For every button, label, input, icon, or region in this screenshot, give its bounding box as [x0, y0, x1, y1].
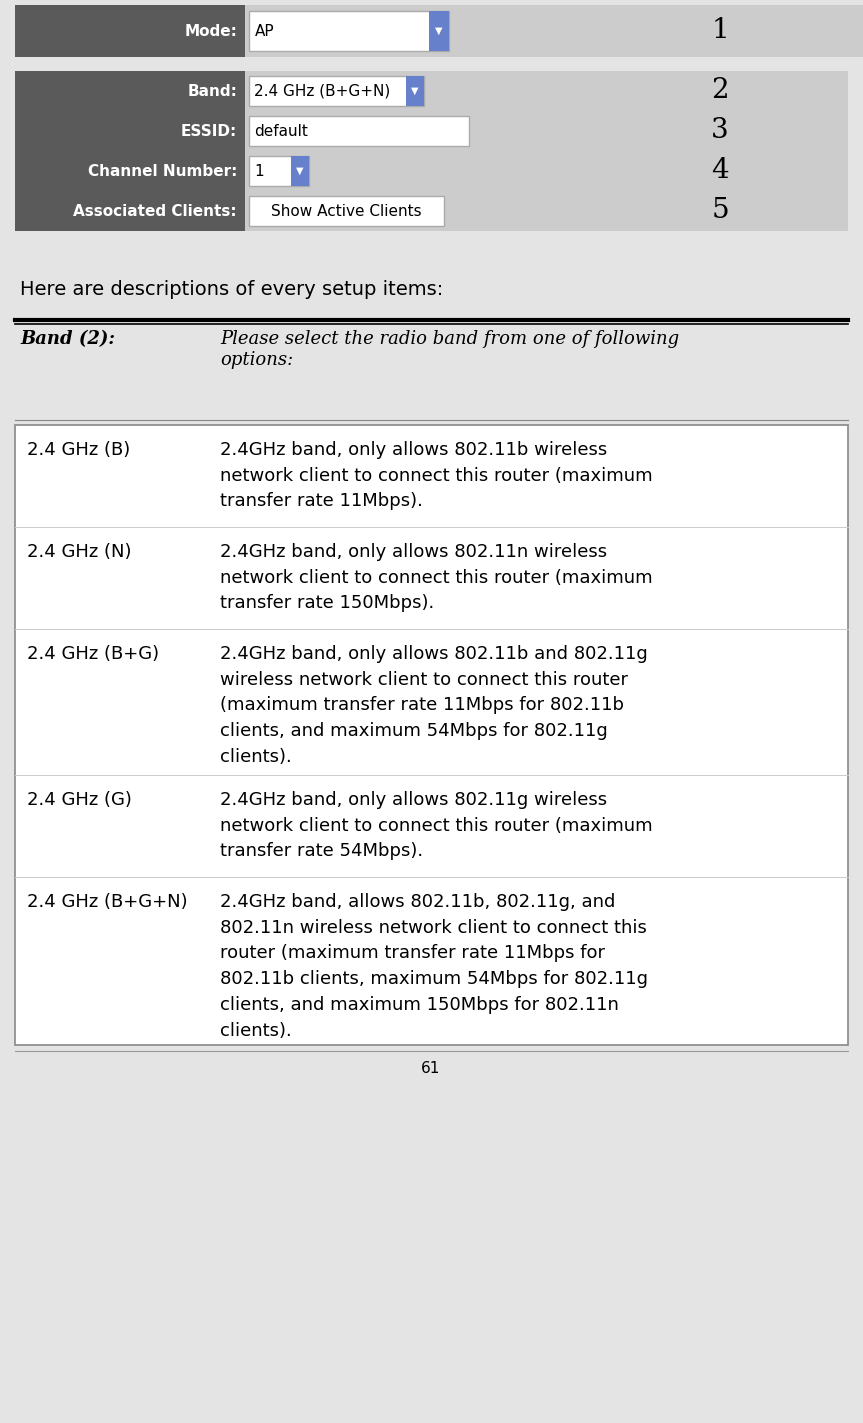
Text: Here are descriptions of every setup items:: Here are descriptions of every setup ite… [20, 280, 444, 299]
Bar [245, 151, 848, 191]
Bar [249, 196, 444, 226]
Text: Channel Number:: Channel Number: [88, 164, 237, 178]
Text: 2: 2 [711, 77, 729, 104]
Text: 2.4 GHz (B+G+N): 2.4 GHz (B+G+N) [27, 894, 187, 911]
Text: 4: 4 [711, 158, 729, 185]
Bar [15, 71, 245, 111]
Bar [245, 71, 848, 111]
Bar [15, 425, 848, 1044]
Text: ESSID:: ESSID: [180, 124, 237, 138]
Bar [15, 191, 245, 231]
Text: 61: 61 [421, 1062, 441, 1076]
Text: 2.4GHz band, allows 802.11b, 802.11g, and
802.11n wireless network client to con: 2.4GHz band, allows 802.11b, 802.11g, an… [220, 894, 648, 1039]
Text: 2.4GHz band, only allows 802.11b and 802.11g
wireless network client to connect : 2.4GHz band, only allows 802.11b and 802… [220, 645, 648, 766]
Bar [291, 157, 309, 186]
Text: 1: 1 [711, 17, 729, 44]
Bar [406, 75, 424, 105]
Text: Associated Clients:: Associated Clients: [73, 203, 237, 219]
Bar [245, 191, 848, 231]
Text: 2.4 GHz (B): 2.4 GHz (B) [27, 441, 130, 460]
Text: 2.4GHz band, only allows 802.11g wireless
network client to connect this router : 2.4GHz band, only allows 802.11g wireles… [220, 791, 652, 861]
Text: 2.4 GHz (B+G): 2.4 GHz (B+G) [27, 645, 159, 663]
Bar [249, 117, 469, 147]
Text: 2.4GHz band, only allows 802.11n wireless
network client to connect this router : 2.4GHz band, only allows 802.11n wireles… [220, 544, 652, 612]
Text: Band (2):: Band (2): [20, 330, 115, 349]
Text: 2.4 GHz (N): 2.4 GHz (N) [27, 544, 131, 561]
Text: 3: 3 [711, 118, 729, 145]
Text: default: default [254, 124, 308, 138]
Text: AP: AP [255, 24, 274, 38]
Text: 2.4 GHz (G): 2.4 GHz (G) [27, 791, 132, 810]
Bar [15, 151, 245, 191]
Text: ▼: ▼ [412, 85, 419, 95]
Text: Band:: Band: [187, 84, 237, 98]
Text: ▼: ▼ [435, 26, 443, 36]
Bar [15, 111, 245, 151]
Bar [249, 157, 309, 186]
Text: 5: 5 [711, 198, 729, 225]
Text: Show Active Clients: Show Active Clients [271, 203, 422, 219]
Text: 1: 1 [254, 164, 263, 178]
Bar [249, 75, 424, 105]
Text: Please select the radio band from one of following
options:: Please select the radio band from one of… [220, 330, 679, 369]
Text: 2.4 GHz (B+G+N): 2.4 GHz (B+G+N) [254, 84, 390, 98]
Text: Mode:: Mode: [184, 24, 237, 38]
Bar [245, 111, 848, 151]
Bar [15, 6, 245, 57]
Text: ▼: ▼ [296, 166, 304, 176]
Bar [245, 6, 863, 57]
Bar [249, 11, 449, 51]
Text: 2.4GHz band, only allows 802.11b wireless
network client to connect this router : 2.4GHz band, only allows 802.11b wireles… [220, 441, 652, 511]
Bar [429, 11, 449, 51]
